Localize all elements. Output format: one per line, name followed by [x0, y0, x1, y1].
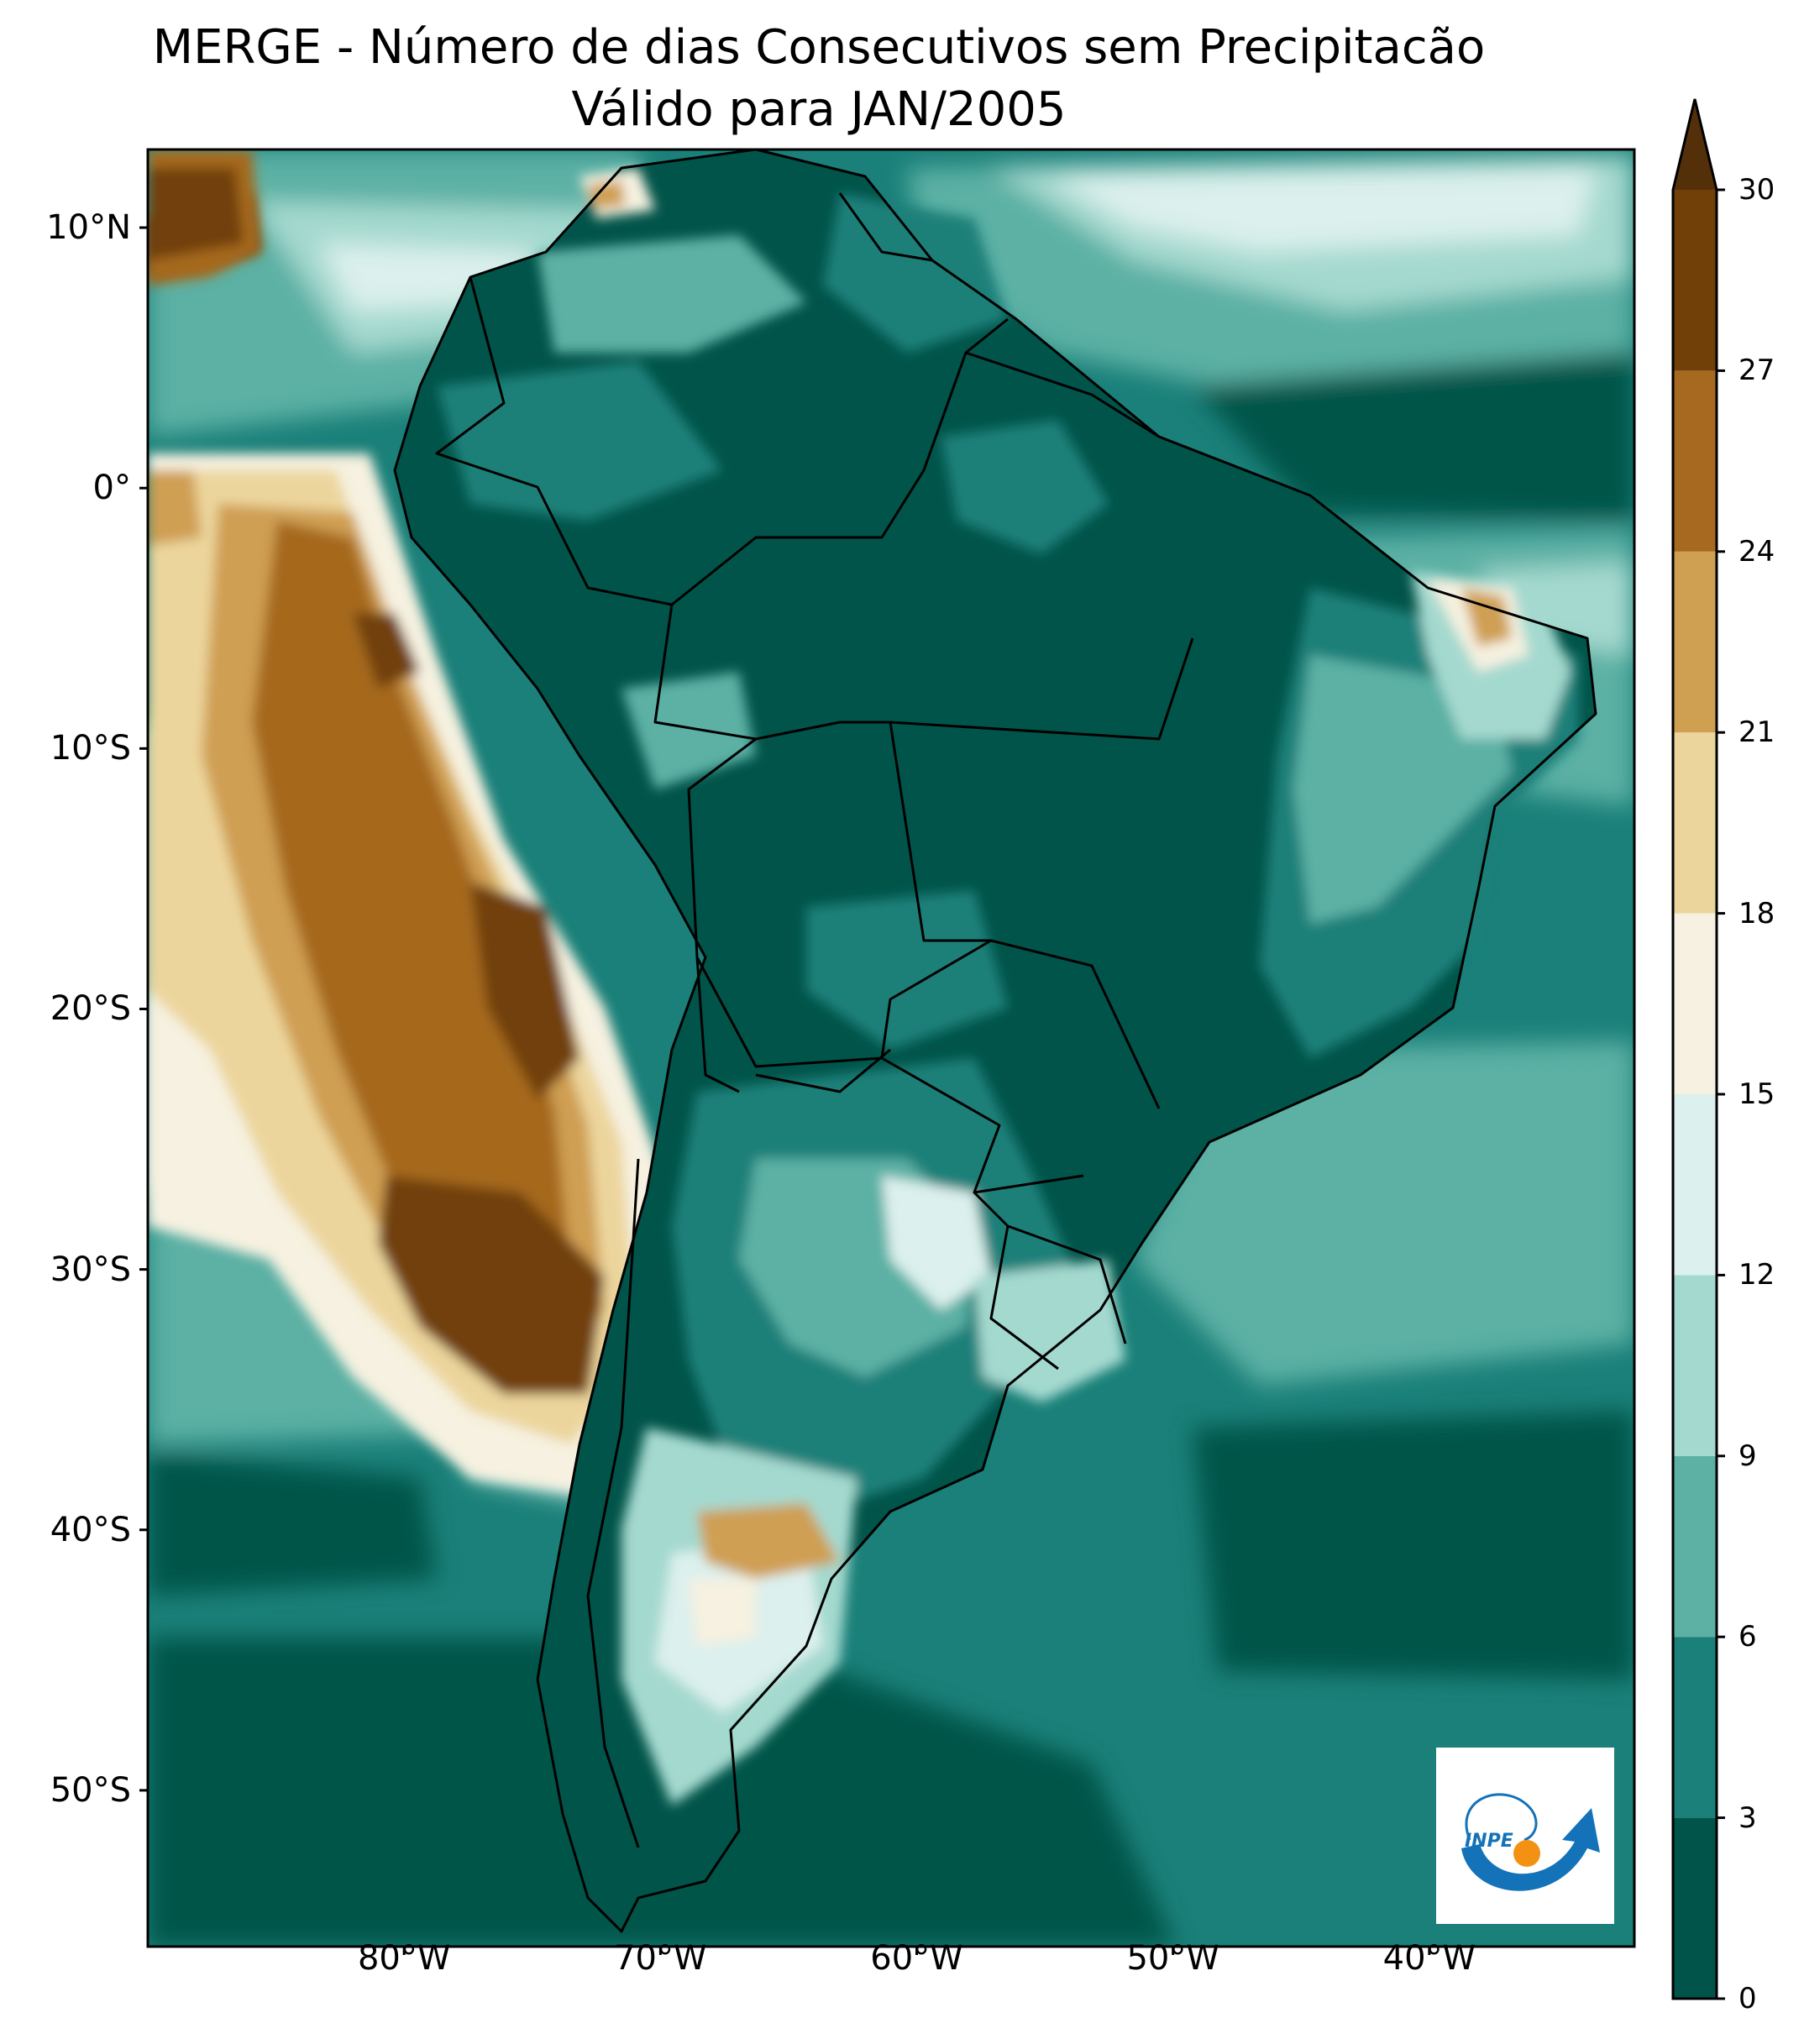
colorbar-segment	[1673, 1275, 1717, 1456]
colorbar-tick-label: 27	[1738, 354, 1775, 388]
lon-tick-label: 40°W	[1382, 1939, 1476, 1978]
colorbar-tick-label: 18	[1738, 896, 1775, 930]
logo-orbit-line	[1465, 1793, 1538, 1842]
pacific-dry-zone	[148, 193, 663, 1495]
colorbar-segment	[1673, 732, 1717, 914]
colorbar-segment	[1673, 370, 1717, 552]
logo-sun-dot	[1513, 1840, 1540, 1867]
lon-tick-label: 50°W	[1126, 1939, 1219, 1978]
colorbar-tick-label: 30	[1738, 173, 1775, 207]
colorbar-segment	[1673, 551, 1717, 733]
inpe-logo: INPE	[1436, 1748, 1614, 1924]
colorbar-segment	[1673, 1637, 1717, 1818]
colorbar-segment	[1673, 1094, 1717, 1276]
lon-tick-label: 80°W	[357, 1939, 451, 1978]
colorbar-segment	[1673, 1817, 1717, 1999]
colorbar-segment	[1673, 913, 1717, 1094]
colorbar-segment	[1673, 190, 1717, 371]
latitude-ticks	[139, 226, 148, 1792]
lat-tick-label: 50°S	[50, 1770, 131, 1810]
colorbar	[1671, 98, 1718, 2000]
lat-tick-label: 40°S	[50, 1510, 131, 1549]
colorbar-tick-label: 9	[1738, 1439, 1757, 1473]
colorbar-tick-label: 12	[1738, 1258, 1775, 1292]
longitude-ticks	[402, 1947, 1431, 1955]
lat-tick-label: 10°N	[46, 208, 131, 248]
south-america-coastline	[393, 148, 1597, 1933]
lat-tick-label: 0°	[92, 469, 131, 508]
colorbar-tick-label: 0	[1738, 1982, 1757, 2015]
colorbar-tick-label: 3	[1738, 1800, 1757, 1835]
colorbar-outline	[1671, 98, 1718, 2000]
country-borders	[393, 148, 1597, 1933]
lat-tick-label: 20°S	[50, 989, 131, 1029]
colorbar-segment	[1673, 1455, 1717, 1638]
map-title: MERGE - Número de dias Consecutivos sem …	[152, 20, 1486, 75]
logo-orbit-arc	[1461, 1808, 1600, 1891]
logo-text: INPE	[1465, 1831, 1513, 1852]
lon-tick-label: 70°W	[614, 1939, 707, 1978]
colorbar-ticks	[1717, 188, 1725, 2000]
precipitation-field	[148, 149, 1634, 1947]
colorbar-tick-label: 21	[1738, 715, 1775, 750]
colorbar-extend-arrow	[1673, 99, 1717, 190]
map-subtitle: Válido para JAN/2005	[571, 82, 1067, 137]
colorbar-tick-label: 6	[1738, 1620, 1757, 1654]
lat-tick-label: 30°S	[50, 1250, 131, 1289]
plot-frame	[146, 148, 1636, 1948]
lon-tick-label: 60°W	[870, 1939, 963, 1978]
lat-tick-label: 10°S	[50, 729, 131, 768]
caribbean-dry-zone	[148, 149, 655, 286]
colorbar-tick-label: 24	[1738, 534, 1775, 569]
colorbar-tick-label: 15	[1738, 1077, 1775, 1111]
